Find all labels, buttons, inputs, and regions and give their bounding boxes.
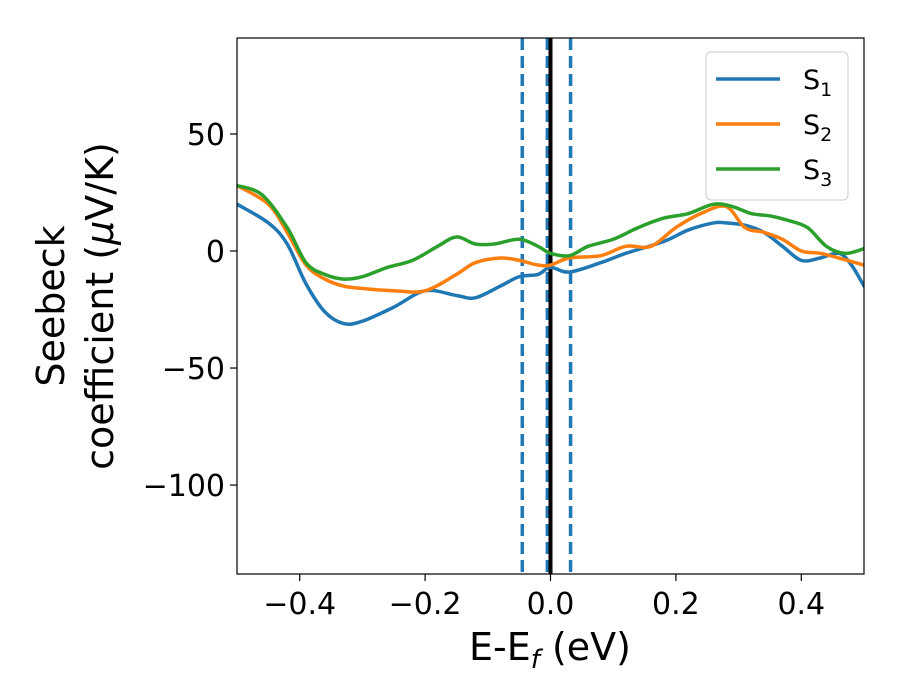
series-lines <box>237 183 864 326</box>
x-axis-ticks: −0.4 −0.2 0.0 0.2 0.4 <box>263 574 825 622</box>
y-axis-ticks: 50 0 −50 −100 <box>143 118 237 504</box>
legend-label-s2: S2 <box>803 110 832 146</box>
series-line-s1 <box>237 202 864 326</box>
y-axis-label-line2: coefficient (μV/K) <box>78 142 122 470</box>
y-axis-label-line1: Seebeck <box>29 225 73 386</box>
x-tick-label: −0.4 <box>263 587 336 622</box>
x-tick-label: 0.0 <box>527 587 575 622</box>
y-tick-label: −100 <box>143 469 225 504</box>
legend-box <box>705 51 849 201</box>
x-tick-label: −0.2 <box>389 587 462 622</box>
legend-label-s1: S1 <box>803 65 832 101</box>
x-tick-label: 0.4 <box>777 587 825 622</box>
x-axis-label: E-Ef (eV) <box>469 625 631 675</box>
series-line-s2 <box>237 183 864 294</box>
series-line-s3 <box>237 183 864 281</box>
legend-label-s3: S3 <box>803 155 832 191</box>
fermi-level-lines <box>520 38 573 574</box>
y-tick-label: −50 <box>162 352 225 387</box>
legend: S1 S2 S3 <box>705 51 849 201</box>
y-tick-label: 0 <box>206 235 225 270</box>
y-axis-label: Seebeck coefficient (μV/K) <box>29 142 122 470</box>
x-tick-label: 0.2 <box>652 587 700 622</box>
y-tick-label: 50 <box>187 118 225 153</box>
